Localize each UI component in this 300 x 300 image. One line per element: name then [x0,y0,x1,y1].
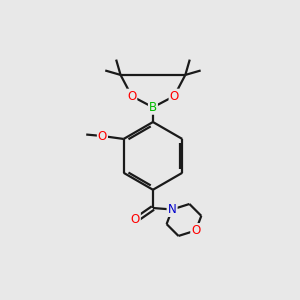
Text: N: N [168,203,176,216]
Text: B: B [149,101,157,114]
Text: O: O [98,130,107,142]
Text: O: O [131,213,140,226]
Text: O: O [169,90,179,103]
Text: O: O [191,224,200,237]
Text: O: O [127,90,136,103]
Text: N: N [168,203,176,216]
